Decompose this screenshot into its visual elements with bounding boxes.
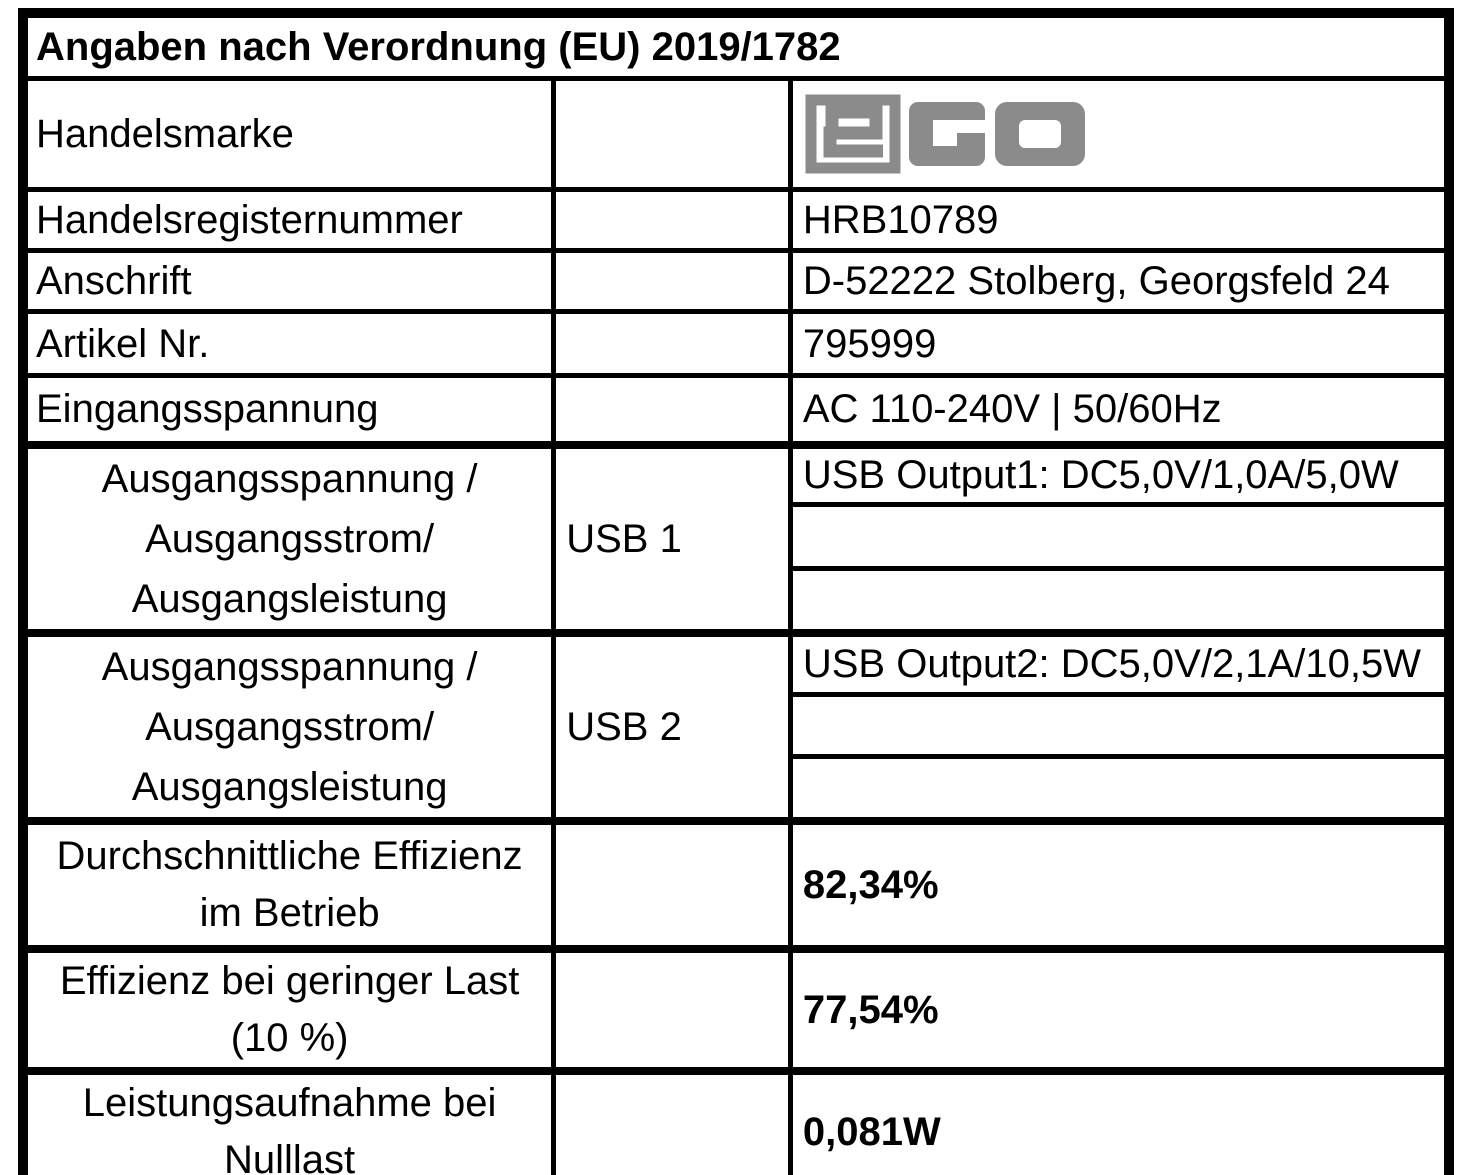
value-usb1-output: USB Output1: DC5,0V/1,0A/5,0W <box>787 440 1452 508</box>
empty-cell <box>551 309 793 378</box>
table-row-usb2-empty1 <box>23 691 1452 760</box>
value-handelsregisternummer: HRB10789 <box>787 187 1452 253</box>
label-line: im Betrieb <box>199 890 380 935</box>
table-title: Angaben nach Verordnung (EU) 2019/1782 <box>20 10 1452 81</box>
label-effizienz-betrieb: Durchschnittliche Effizienz im Betrieb <box>20 816 557 951</box>
label-usb1-ausgang: Ausgangsspannung / Ausgangsstrom/ Ausgan… <box>20 440 557 635</box>
value-effizienz-last: 77,54% <box>787 944 1452 1073</box>
port-usb1: USB 1 <box>551 440 793 635</box>
label-line: Ausgangsspannung / <box>101 456 478 501</box>
table-row-usb1-empty1 <box>23 502 1452 571</box>
table-row-handelsregisternummer: Handelsregisternummer HRB10789 <box>20 187 1452 253</box>
label-line: Nulllast <box>224 1137 356 1175</box>
value-eingangsspannung: AC 110-240V | 50/60Hz <box>787 373 1452 447</box>
brand-logo-2go <box>805 94 1085 174</box>
empty-cell <box>551 944 793 1073</box>
empty-cell <box>787 565 1452 636</box>
table-row-anschrift: Anschrift D-52222 Stolberg, Georgsfeld 2… <box>20 248 1452 314</box>
label-line: Ausgangsleistung <box>131 764 448 809</box>
empty-cell <box>551 816 793 951</box>
value-usb2-output: USB Output2: DC5,0V/2,1A/10,5W <box>787 628 1452 697</box>
empty-cell <box>787 502 1452 571</box>
empty-cell <box>551 187 793 253</box>
table-row-usb1-empty2 <box>23 565 1452 636</box>
label-eingangsspannung: Eingangsspannung <box>20 373 557 447</box>
table-row-nulllast: Leistungsaufnahme bei Nulllast 0,081W <box>20 1066 1452 1175</box>
label-handelsregisternummer: Handelsregisternummer <box>20 187 557 253</box>
empty-cell <box>787 691 1452 760</box>
label-nulllast: Leistungsaufnahme bei Nulllast <box>20 1066 557 1175</box>
value-nulllast: 0,081W <box>787 1066 1452 1175</box>
table-row-handelsmarke: Handelsmarke <box>20 76 1452 192</box>
label-line: Ausgangsstrom/ <box>145 516 435 561</box>
empty-cell <box>551 373 793 447</box>
label-artikel-nr: Artikel Nr. <box>20 309 557 378</box>
port-usb2: USB 2 <box>551 628 793 823</box>
label-line: Effizienz bei geringer Last <box>59 958 520 1003</box>
label-line: Ausgangsspannung / <box>101 644 478 689</box>
table-row-usb2-output: Ausgangsspannung / Ausgangsstrom/ Ausgan… <box>20 628 1452 823</box>
label-anschrift: Anschrift <box>20 248 557 314</box>
empty-cell <box>551 76 793 192</box>
label-line: (10 %) <box>230 1015 349 1060</box>
value-anschrift: D-52222 Stolberg, Georgsfeld 24 <box>787 248 1452 314</box>
label-line: Leistungsaufnahme bei <box>82 1080 497 1125</box>
empty-cell <box>551 1066 793 1175</box>
empty-cell <box>551 248 793 314</box>
regulation-table: Angaben nach Verordnung (EU) 2019/1782 H… <box>18 8 1454 1175</box>
value-handelsmarke <box>787 76 1452 192</box>
table-row-effizienz-betrieb: Durchschnittliche Effizienz im Betrieb 8… <box>20 816 1452 951</box>
table-row-usb1-output: Ausgangsspannung / Ausgangsstrom/ Ausgan… <box>20 440 1452 635</box>
label-line: Durchschnittliche Effizienz <box>56 833 523 878</box>
label-usb2-ausgang: Ausgangsspannung / Ausgangsstrom/ Ausgan… <box>20 628 557 823</box>
label-handelsmarke: Handelsmarke <box>20 76 557 192</box>
table-row-eingangsspannung: Eingangsspannung AC 110-240V | 50/60Hz <box>20 373 1452 447</box>
table-row-usb2-empty2 <box>23 754 1452 823</box>
label-effizienz-last: Effizienz bei geringer Last (10 %) <box>20 944 557 1073</box>
empty-cell <box>787 754 1452 823</box>
table-row-effizienz-last: Effizienz bei geringer Last (10 %) 77,54… <box>20 944 1452 1073</box>
value-effizienz-betrieb: 82,34% <box>787 816 1452 951</box>
value-artikel-nr: 795999 <box>787 309 1452 378</box>
table-row-title: Angaben nach Verordnung (EU) 2019/1782 <box>20 10 1452 81</box>
table-row-artikel-nr: Artikel Nr. 795999 <box>20 309 1452 378</box>
label-line: Ausgangsstrom/ <box>145 704 435 749</box>
label-line: Ausgangsleistung <box>131 576 448 621</box>
